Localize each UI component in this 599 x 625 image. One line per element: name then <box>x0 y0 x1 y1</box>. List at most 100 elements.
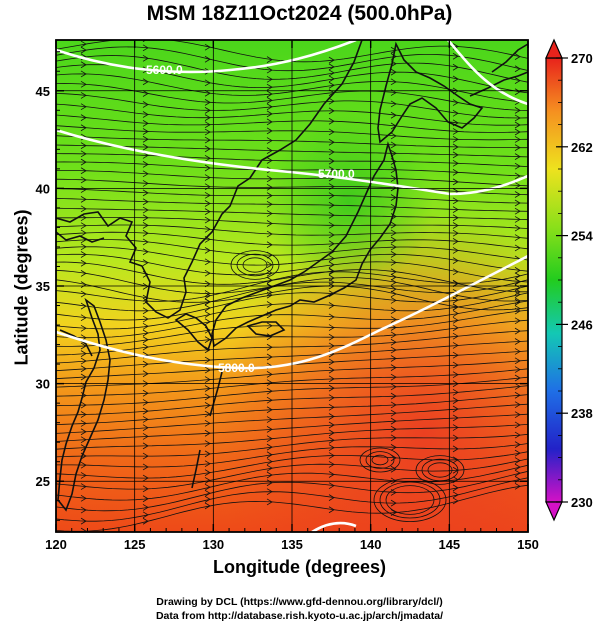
streamline-arrow <box>452 99 459 106</box>
streamline-arrow <box>390 68 397 76</box>
streamline-arrow <box>266 301 273 308</box>
streamline-arrow <box>204 55 211 63</box>
streamline-arrow <box>142 424 149 432</box>
streamline-arrow <box>266 396 273 404</box>
streamline-arrow <box>266 379 273 387</box>
streamline-arrow <box>390 444 397 451</box>
streamline-arrow <box>328 403 335 411</box>
streamline-arrow <box>142 101 149 108</box>
streamline-arrow <box>204 128 211 136</box>
streamline-arrow <box>514 128 521 136</box>
streamline-arrow <box>452 63 459 71</box>
streamline-arrow <box>514 401 521 409</box>
streamline-arrow <box>266 289 273 296</box>
streamline-arrow <box>142 297 149 305</box>
streamline-arrow <box>80 324 87 332</box>
streamline-arrow <box>514 348 521 355</box>
streamline-arrow <box>390 297 397 304</box>
contour-label-5800: 5800.0 <box>218 361 255 375</box>
streamline-arrow <box>452 434 459 442</box>
streamline-arrow <box>514 77 521 84</box>
streamline-arrow <box>142 120 149 127</box>
streamline-arrow <box>328 261 335 269</box>
streamline-arrow <box>204 258 211 266</box>
streamline-arrow <box>514 431 521 439</box>
streamline-arrow <box>452 128 459 135</box>
streamline-arrow <box>204 236 211 243</box>
x-tick-label: 130 <box>202 537 224 552</box>
streamline-arrow <box>80 461 87 469</box>
streamline-arrow <box>266 276 273 284</box>
streamline-arrow <box>266 291 273 299</box>
streamline-arrow <box>390 331 397 339</box>
streamline-arrow <box>142 407 149 415</box>
streamline-arrow <box>80 150 87 158</box>
streamline-arrow <box>328 231 335 239</box>
streamline-arrow <box>142 343 149 351</box>
streamline-arrow <box>204 376 211 383</box>
streamline-arrow <box>328 148 335 156</box>
y-tick-label: 40 <box>36 181 50 196</box>
streamline-arrow <box>142 214 149 222</box>
streamline-arrow <box>514 244 521 252</box>
streamline-arrow <box>390 409 397 417</box>
streamline-arrow <box>328 324 335 331</box>
streamline-arrow <box>204 225 211 233</box>
credit-drawing: Drawing by DCL (https://www.gfd-dennou.o… <box>156 596 443 608</box>
streamline-arrow <box>80 114 87 121</box>
streamline-arrow <box>204 174 211 181</box>
x-tick-label: 125 <box>124 537 146 552</box>
streamline-arrow <box>452 109 459 117</box>
map-title: MSM 18Z11Oct2024 (500.0hPa) <box>146 2 453 25</box>
streamline-arrow <box>514 327 521 335</box>
streamline-arrow <box>266 220 273 227</box>
streamline-arrow <box>328 429 335 437</box>
streamline-arrow <box>204 385 211 392</box>
streamline-arrow <box>390 499 397 507</box>
streamline-arrow <box>80 365 87 373</box>
streamline-arrow <box>452 159 459 167</box>
streamline-arrow <box>80 401 87 409</box>
streamline-arrow <box>328 166 335 174</box>
streamline-arrow <box>328 267 335 275</box>
streamline-arrow <box>514 411 521 419</box>
streamline-arrow <box>80 142 87 149</box>
streamline-arrow <box>328 452 335 459</box>
streamline-arrow <box>266 103 273 111</box>
streamline-arrow <box>204 154 211 162</box>
streamline-arrow <box>452 229 459 237</box>
streamline-arrow <box>390 307 397 314</box>
streamline-arrow <box>328 342 335 350</box>
streamline-arrow <box>514 278 521 286</box>
streamline-arrow <box>328 358 335 366</box>
streamline-arrow <box>452 268 459 276</box>
streamline-arrow <box>328 313 335 321</box>
contour-label-5700: 5700.0 <box>318 167 355 181</box>
streamline-arrow <box>204 79 211 87</box>
streamline-arrow <box>204 121 211 129</box>
streamline-arrow <box>80 251 87 258</box>
streamline-arrow <box>390 150 397 157</box>
streamline-arrow <box>328 394 335 402</box>
streamline-arrow <box>390 383 397 391</box>
streamline-arrow <box>204 495 211 503</box>
streamline-arrow <box>80 124 87 132</box>
streamline-arrow <box>328 75 335 83</box>
streamline-arrow <box>390 158 397 165</box>
streamline-arrow <box>142 198 149 206</box>
colorbar-tick-label: 254 <box>571 229 593 244</box>
streamline-arrow <box>390 53 397 60</box>
streamline-arrow <box>328 240 335 248</box>
streamline-arrow <box>328 69 335 77</box>
streamline-arrow <box>266 175 273 183</box>
streamline-arrow <box>80 80 87 88</box>
streamline-arrow <box>80 472 87 479</box>
streamline-arrow <box>328 413 335 420</box>
streamline-arrow <box>204 114 211 121</box>
streamline-arrow <box>390 373 397 381</box>
streamline-arrow <box>266 137 273 144</box>
streamline-arrow <box>204 477 211 484</box>
streamline-arrow <box>204 145 211 153</box>
streamline-arrow <box>452 52 459 60</box>
